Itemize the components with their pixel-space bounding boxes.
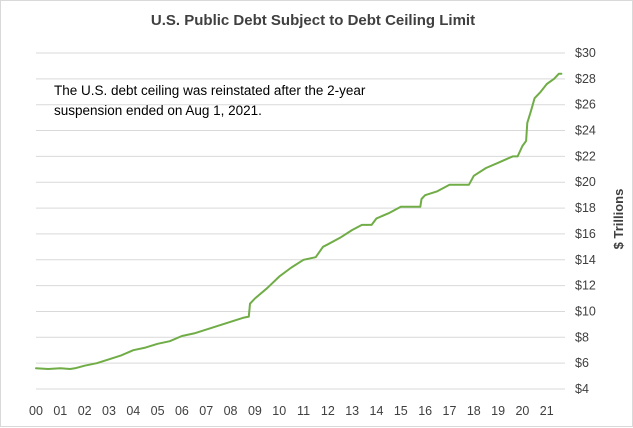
y-tick-label: $4 xyxy=(575,382,589,396)
y-tick-label: $28 xyxy=(575,72,596,86)
x-tick-label: 15 xyxy=(394,404,408,418)
y-tick-label: $30 xyxy=(575,46,596,60)
y-tick-label: $8 xyxy=(575,330,589,344)
y-tick-label: $12 xyxy=(575,279,596,293)
x-tick-label: 13 xyxy=(345,404,359,418)
x-axis-tick-labels: 00 01 02 03 04 05 06 07 08 09 10 11 12 13 14 15 16 17 18 19… xyxy=(29,404,554,418)
y-tick-label: $14 xyxy=(575,253,596,267)
y-tick-label: $10 xyxy=(575,304,596,318)
y-tick-label: $20 xyxy=(575,175,596,189)
y-tick-label: $24 xyxy=(575,124,596,138)
x-tick-label: 00 xyxy=(29,404,43,418)
x-tick-label: 08 xyxy=(224,404,238,418)
x-tick-label: 02 xyxy=(78,404,92,418)
y-tick-label: $22 xyxy=(575,149,596,163)
debt-series-line xyxy=(35,72,563,370)
x-tick-label: 09 xyxy=(248,404,262,418)
y-axis-tick-labels: $4 $6 $8 $10 $12 $14 $16 $18 $20 $22 $24 $26 $28 $30 xyxy=(575,46,596,396)
x-tick-label: 01 xyxy=(53,404,67,418)
x-tick-label: 20 xyxy=(515,404,529,418)
y-tick-label: $16 xyxy=(575,227,596,241)
x-tick-label: 16 xyxy=(418,404,432,418)
x-tick-label: 12 xyxy=(321,404,335,418)
x-tick-label: 18 xyxy=(467,404,481,418)
y-tick-label: $18 xyxy=(575,201,596,215)
x-tick-label: 07 xyxy=(199,404,213,418)
x-tick-label: 10 xyxy=(272,404,286,418)
x-tick-label: 14 xyxy=(370,404,384,418)
series-layer xyxy=(35,72,563,370)
y-tick-label: $6 xyxy=(575,356,589,370)
x-tick-label: 19 xyxy=(491,404,505,418)
x-tick-label: 21 xyxy=(540,404,554,418)
gridlines xyxy=(36,52,565,390)
x-tick-label: 11 xyxy=(297,404,310,418)
x-tick-label: 06 xyxy=(175,404,189,418)
y-axis-title: $ Trillions xyxy=(611,189,626,250)
chart-title: U.S. Public Debt Subject to Debt Ceiling… xyxy=(151,12,475,29)
x-tick-label: 04 xyxy=(126,404,140,418)
y-tick-label: $26 xyxy=(575,98,596,112)
chart-annotation: The U.S. debt ceiling was reinstated aft… xyxy=(54,83,366,118)
x-tick-label: 03 xyxy=(102,404,116,418)
x-tick-label: 17 xyxy=(443,404,457,418)
x-tick-label: 05 xyxy=(151,404,165,418)
